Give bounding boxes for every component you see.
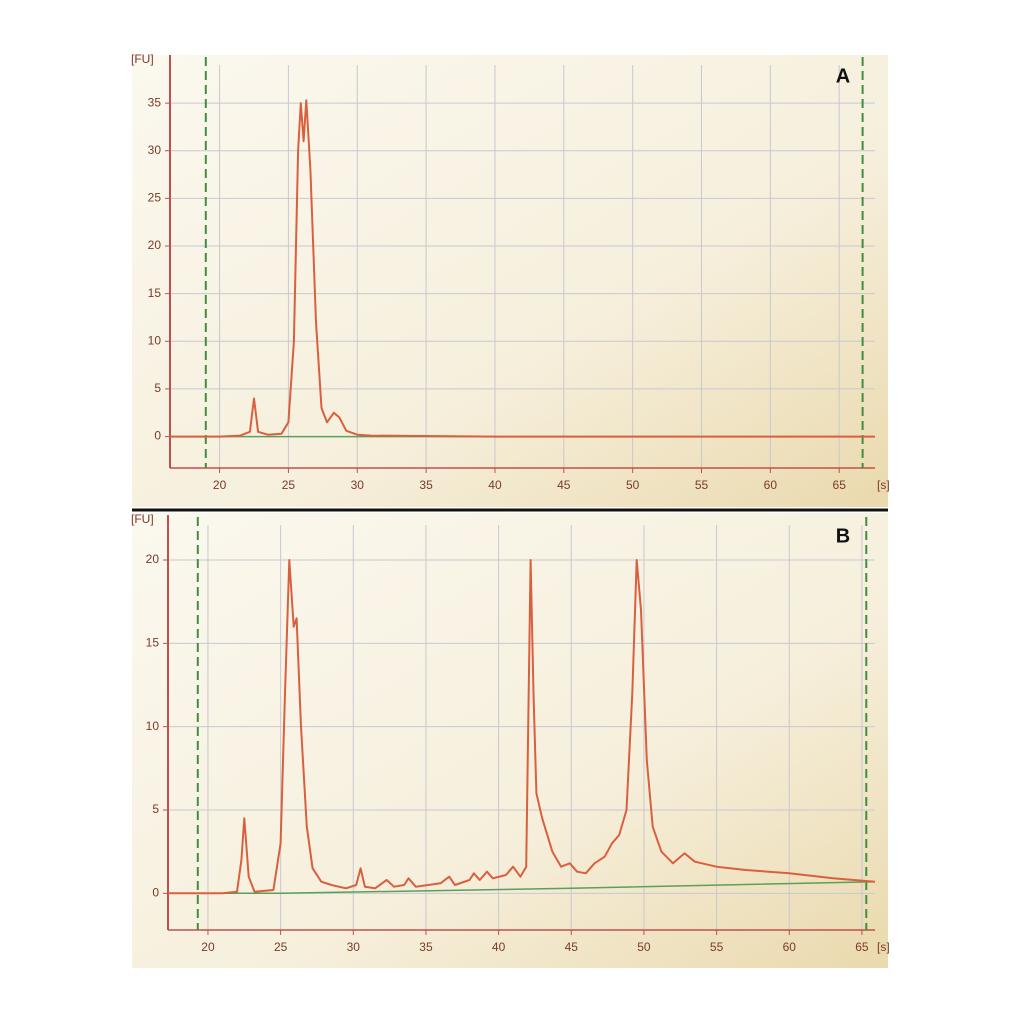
y-tick-label: 20 (148, 238, 162, 252)
y-tick-label: 5 (154, 381, 161, 395)
y-tick-label: 30 (148, 143, 162, 157)
y-axis-label: [FU] (131, 52, 154, 66)
x-tick-label: 45 (565, 940, 579, 954)
trace (168, 559, 876, 895)
x-axis-label: [s] (877, 478, 890, 492)
x-tick-label: 55 (695, 478, 709, 492)
x-tick-label: 40 (492, 940, 506, 954)
x-tick-label: 25 (274, 940, 288, 954)
x-tick-label: 20 (213, 478, 227, 492)
x-tick-label: 25 (282, 478, 296, 492)
y-tick-label: 15 (146, 636, 160, 650)
x-tick-label: 60 (764, 478, 778, 492)
x-tick-label: 55 (710, 940, 724, 954)
x-tick-label: 35 (419, 478, 433, 492)
x-tick-label: 50 (637, 940, 651, 954)
x-tick-label: 45 (557, 478, 571, 492)
y-tick-label: 5 (152, 802, 159, 816)
y-tick-label: 15 (148, 286, 162, 300)
trace (170, 99, 875, 438)
x-tick-label: 20 (201, 940, 215, 954)
x-tick-label: 65 (833, 478, 847, 492)
y-tick-label: 0 (152, 886, 159, 900)
panel-background (132, 513, 888, 968)
y-tick-label: 10 (148, 333, 162, 347)
x-axis-label: [s] (877, 940, 890, 954)
x-tick-label: 65 (855, 940, 869, 954)
y-tick-label: 10 (146, 719, 160, 733)
x-tick-label: 35 (419, 940, 433, 954)
x-tick-label: 40 (488, 478, 502, 492)
y-axis-label: [FU] (131, 512, 154, 526)
x-tick-label: 60 (783, 940, 797, 954)
x-tick-label: 50 (626, 478, 640, 492)
y-tick-label: 0 (154, 429, 161, 443)
y-tick-label: 35 (148, 95, 162, 109)
x-tick-label: 30 (351, 478, 365, 492)
panel-background (132, 55, 888, 507)
y-tick-label: 25 (148, 191, 162, 205)
x-tick-label: 30 (347, 940, 361, 954)
panel-label: A (836, 65, 850, 87)
y-tick-label: 20 (146, 552, 160, 566)
panel-label: B (836, 525, 850, 547)
